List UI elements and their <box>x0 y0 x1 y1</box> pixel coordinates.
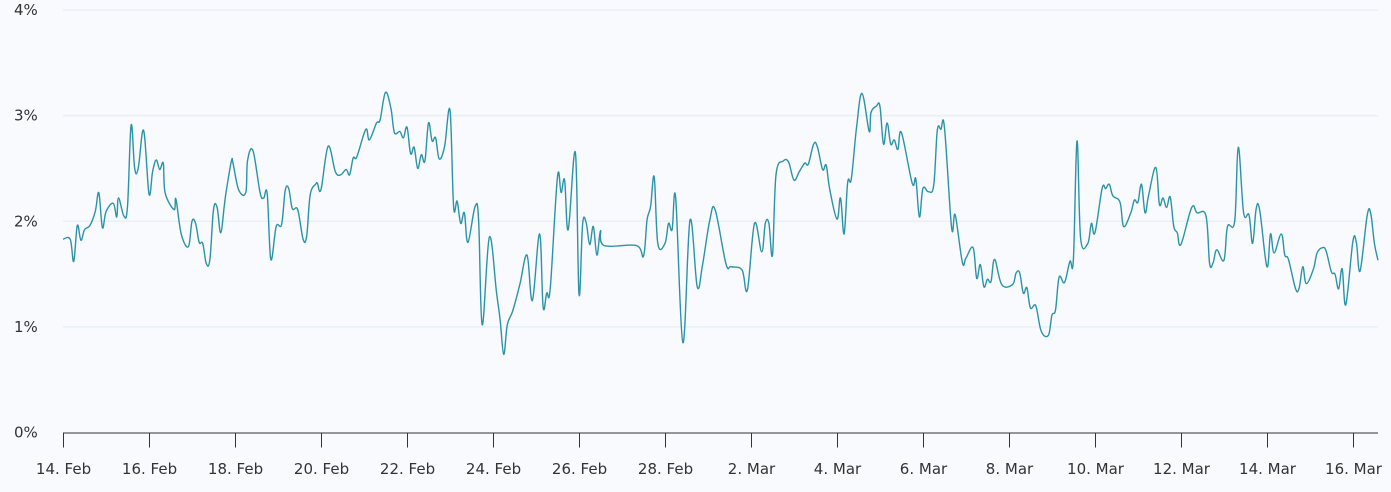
x-tick-label: 22. Feb <box>380 460 435 478</box>
x-tick-label: 12. Mar <box>1153 460 1211 478</box>
x-tick-label: 4. Mar <box>814 460 862 478</box>
x-tick-label: 20. Feb <box>294 460 349 478</box>
series <box>62 91 1379 356</box>
x-tick-label: 2. Mar <box>728 460 776 478</box>
x-tick-label: 24. Feb <box>466 460 521 478</box>
x-tick-label: 26. Feb <box>552 460 607 478</box>
y-tick-label: 1% <box>14 318 38 336</box>
x-tick-label: 14. Feb <box>36 460 91 478</box>
x-tick-label: 14. Mar <box>1239 460 1297 478</box>
y-tick-label: 4% <box>14 1 38 19</box>
y-tick-label: 2% <box>14 212 38 230</box>
x-tick-label: 28. Feb <box>638 460 693 478</box>
x-tick-label: 10. Mar <box>1067 460 1125 478</box>
x-tick-label: 16. Mar <box>1325 460 1383 478</box>
series-line <box>62 91 1379 356</box>
x-tick-label: 18. Feb <box>208 460 263 478</box>
gridlines <box>63 9 1378 328</box>
y-axis-labels: 0% 1% 2% 3% 4% <box>14 1 38 442</box>
x-axis: 14. Feb 16. Feb 18. Feb 20. Feb 22. Feb 24. F… <box>36 432 1383 478</box>
x-tick-label: 6. Mar <box>900 460 948 478</box>
x-tick-label: 8. Mar <box>986 460 1034 478</box>
x-tick-label: 16. Feb <box>122 460 177 478</box>
y-tick-label: 0% <box>14 424 38 442</box>
y-tick-label: 3% <box>14 107 38 125</box>
